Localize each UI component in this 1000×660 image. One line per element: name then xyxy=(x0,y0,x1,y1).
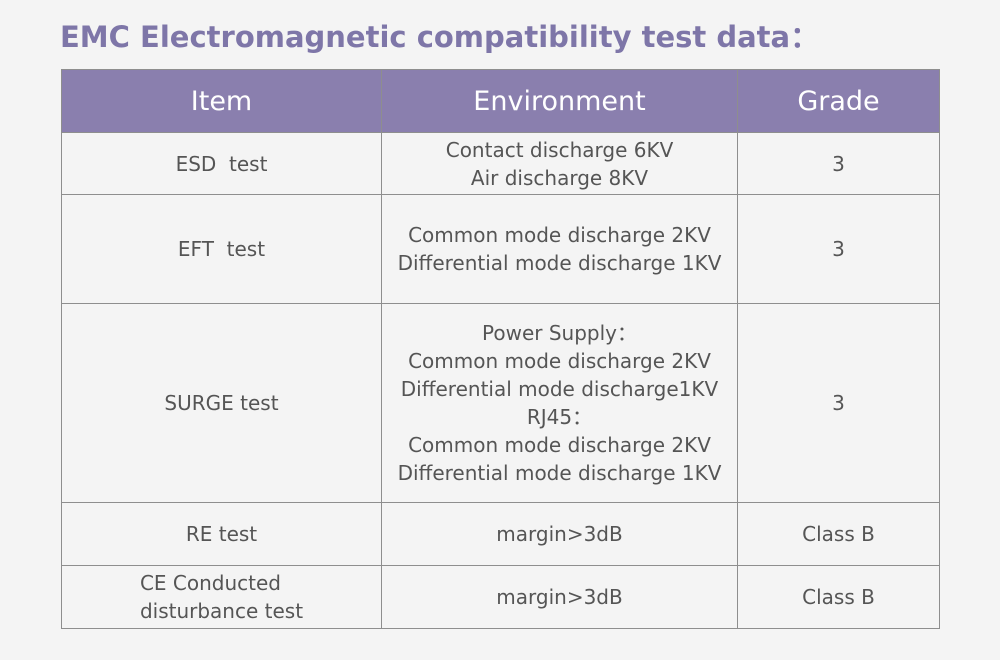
cell-line: RE test xyxy=(185,522,258,546)
cell-line: CE Conducted xyxy=(139,571,281,595)
cell-text: Common mode discharge 2KV Differential mo… xyxy=(382,221,737,277)
cell-text: SURGE test xyxy=(164,389,278,417)
test-table: Item Environment Grade ESD test Contact dis… xyxy=(61,69,940,629)
table-cell: Common mode discharge 2KV Differential mo… xyxy=(381,194,738,304)
header-cell: Grade xyxy=(737,69,940,133)
table-cell: 3 xyxy=(737,303,940,503)
cell-text: RE test xyxy=(186,520,257,548)
cell-line: Power Supply： xyxy=(482,321,637,345)
table-cell: Contact discharge 6KV Air discharge 8KV xyxy=(381,132,738,195)
cell-text: 3 xyxy=(738,150,939,178)
cell-line: SURGE test xyxy=(164,391,279,415)
cell-line: Differential mode discharge1KV xyxy=(400,377,719,401)
header-row: Item Environment Grade xyxy=(61,69,940,133)
table-row: ESD test Contact discharge 6KV Air dischar… xyxy=(61,132,940,195)
table-row: SURGE test Power Supply： Common mode disch… xyxy=(61,303,940,503)
table-row: EFT test Common mode discharge 2KV Differe… xyxy=(61,194,940,304)
cell-text: 3 xyxy=(738,235,939,263)
cell-line: Differential mode discharge 1KV xyxy=(397,461,722,485)
table-cell: 3 xyxy=(737,194,940,304)
header-cell: Environment xyxy=(381,69,738,133)
table-cell: SURGE test xyxy=(61,303,382,503)
cell-line: Common mode discharge 2KV xyxy=(408,349,711,373)
cell-line: 3 xyxy=(832,237,845,261)
cell-text: Class B xyxy=(738,583,939,611)
header-cell: Item xyxy=(61,69,382,133)
table-cell: margin>3dB xyxy=(381,565,738,629)
table-body: ESD test Contact discharge 6KV Air dischar… xyxy=(61,132,940,629)
cell-line: Common mode discharge 2KV xyxy=(408,223,711,247)
cell-text: ESD test xyxy=(176,150,268,178)
cell-text: Contact discharge 6KV Air discharge 8KV xyxy=(382,136,737,192)
cell-line: disturbance test xyxy=(139,599,304,623)
cell-line: ESD test xyxy=(175,151,268,176)
table-cell: EFT test xyxy=(61,194,382,304)
cell-line: margin>3dB xyxy=(496,522,623,546)
cell-text: CE Conducted disturbance test xyxy=(140,569,303,625)
table-row: CE Conducted disturbance test margin>3dB Cl… xyxy=(61,565,940,629)
cell-line: margin>3dB xyxy=(496,585,623,609)
cell-line: Class B xyxy=(802,585,875,609)
cell-line: Contact discharge 6KV xyxy=(445,137,674,162)
cell-line: 3 xyxy=(832,151,845,176)
table-cell: Power Supply： Common mode discharge 2KV Di… xyxy=(381,303,738,503)
table-cell: 3 xyxy=(737,132,940,195)
cell-text: 3 xyxy=(738,389,939,417)
cell-text: Power Supply： Common mode discharge 2KV Di… xyxy=(382,319,737,487)
table-cell: RE test xyxy=(61,502,382,566)
cell-line: Differential mode discharge 1KV xyxy=(397,251,722,275)
table-cell: Class B xyxy=(737,565,940,629)
cell-text: margin>3dB xyxy=(382,520,737,548)
cell-text: EFT test xyxy=(178,235,265,263)
table-cell: CE Conducted disturbance test xyxy=(61,565,382,629)
table-cell: Class B xyxy=(737,502,940,566)
cell-line: RJ45： xyxy=(526,405,593,429)
cell-line: Air discharge 8KV xyxy=(470,165,649,190)
page-title: EMC Electromagnetic compatibility test d… xyxy=(60,20,820,54)
cell-line: 3 xyxy=(832,391,845,415)
cell-line: EFT test xyxy=(177,237,266,261)
table-cell: margin>3dB xyxy=(381,502,738,566)
cell-text: Class B xyxy=(738,520,939,548)
cell-text: margin>3dB xyxy=(382,583,737,611)
cell-line: Common mode discharge 2KV xyxy=(408,433,711,457)
cell-line: Class B xyxy=(802,522,875,546)
table-row: RE test margin>3dB Class B xyxy=(61,502,940,566)
table-cell: ESD test xyxy=(61,132,382,195)
